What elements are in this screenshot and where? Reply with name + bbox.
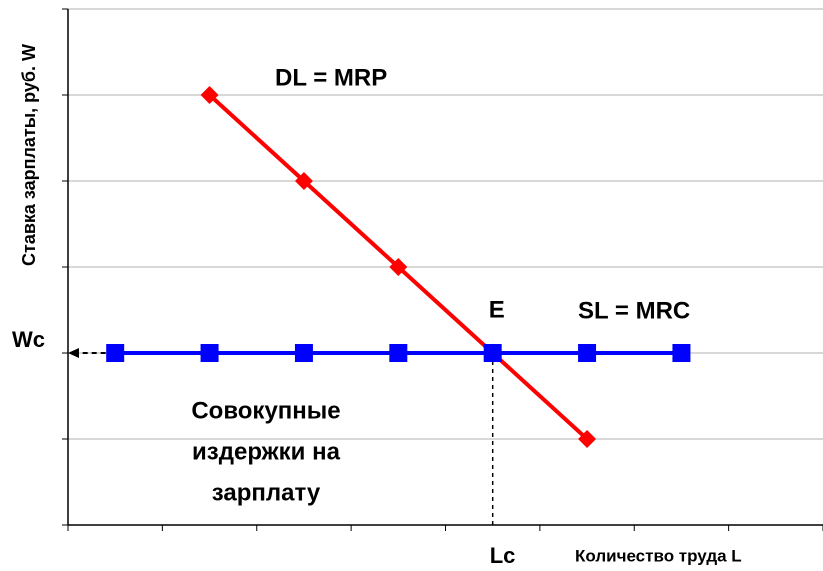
wc-label: Wc — [12, 327, 45, 352]
y-axis-label: Ставка зарплаты, руб. W — [19, 44, 39, 266]
marker — [483, 344, 502, 362]
series-label: SL = MRC — [578, 297, 690, 324]
lc-label: Lc — [490, 543, 516, 568]
marker — [578, 430, 597, 448]
marker — [294, 344, 313, 362]
area-label: зарплату — [212, 479, 321, 506]
marker — [200, 344, 219, 362]
area-label: издержки на — [192, 438, 341, 465]
marker — [106, 344, 125, 362]
x-axis-label: Количество труда L — [575, 546, 742, 565]
marker — [200, 86, 219, 104]
arrow-head — [68, 348, 79, 358]
marker — [672, 344, 691, 362]
marker — [578, 344, 597, 362]
equilibrium-label: E — [489, 296, 505, 323]
series-label: DL = MRP — [275, 64, 387, 91]
area-label: Совокупные — [191, 397, 340, 424]
marker — [389, 344, 408, 362]
marker — [294, 172, 313, 190]
marker — [389, 258, 408, 276]
